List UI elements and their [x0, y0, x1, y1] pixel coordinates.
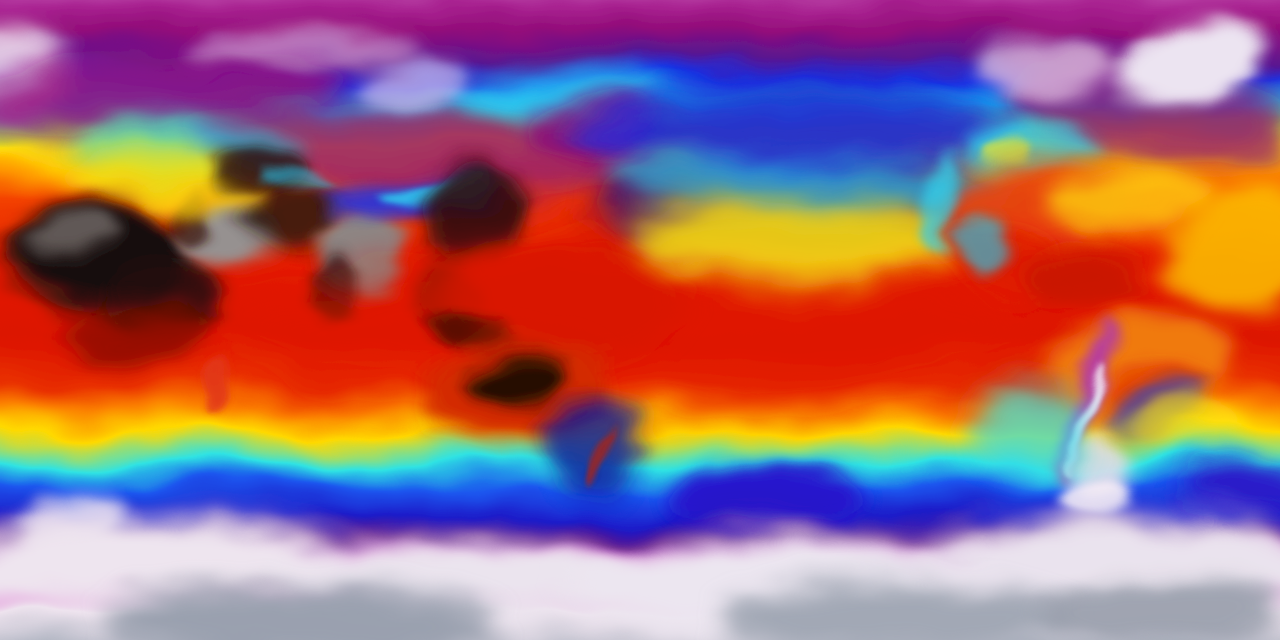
south-africa-dark-red [75, 308, 205, 362]
caucasus-cyan [260, 168, 336, 192]
arctic-cloud-streak [180, 32, 420, 64]
madagascar-red [208, 364, 236, 416]
china-dark [422, 170, 518, 254]
antarctica-grey-1 [720, 580, 1080, 640]
humboldt-cyan [965, 384, 1095, 480]
southern-ocean-indigo-2 [1172, 466, 1280, 518]
us-east-yellow [1045, 168, 1205, 232]
caribbean-dark-red [1015, 244, 1155, 300]
iran-dark [249, 186, 341, 246]
new-zealand-red-strip [586, 431, 616, 481]
southern-ocean-indigo-1 [675, 467, 865, 527]
atlantic-yellow [1172, 190, 1280, 306]
argentina-yellow [1142, 404, 1238, 448]
tasman-dark-blue [540, 401, 644, 491]
mediterranean-yellow [140, 183, 270, 213]
sahara-grey [27, 212, 117, 262]
new-guinea-dark [417, 318, 507, 346]
greenland-ice-sheet [1120, 18, 1260, 106]
australia-dark-interior [469, 350, 563, 406]
alaska-yellow-spot [977, 140, 1033, 160]
central-america-cyan [959, 213, 1005, 283]
antarctic-white-swirl-2 [1060, 475, 1130, 525]
antarctica-grey-3 [1040, 578, 1280, 640]
arctic-clouds-canada [980, 42, 1120, 98]
west-coast-cyan [925, 150, 957, 260]
pacific-itcz-yellow [630, 195, 970, 289]
antarctica-white-1 [0, 519, 360, 611]
siberia-clouds [355, 60, 475, 104]
antarctica-grey-2 [100, 588, 500, 640]
pacific-blue-deep [575, 90, 1035, 170]
